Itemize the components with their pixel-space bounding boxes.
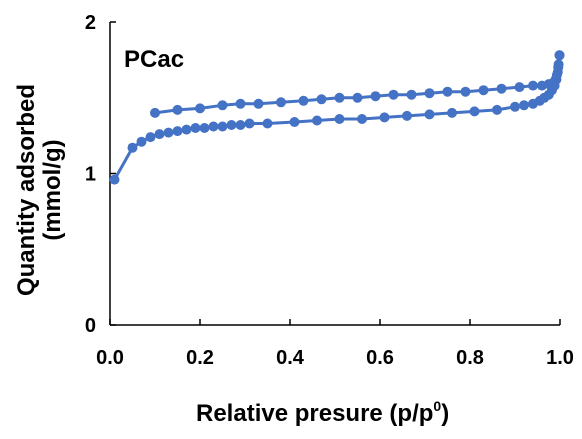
x-axis-title-close: ) — [441, 400, 449, 427]
data-point — [388, 89, 399, 100]
data-point — [496, 83, 507, 94]
data-point — [352, 92, 363, 103]
data-point — [208, 121, 219, 132]
data-point — [253, 98, 264, 109]
data-point — [478, 85, 489, 96]
data-point — [553, 62, 564, 73]
y-tick-label: 0 — [85, 315, 96, 337]
data-point — [554, 50, 565, 61]
data-point — [312, 115, 322, 126]
data-point — [190, 123, 201, 133]
data-point — [537, 80, 547, 91]
data-point — [109, 174, 120, 185]
data-point — [514, 82, 525, 93]
tick-marks — [109, 21, 561, 326]
data-point — [217, 100, 228, 111]
data-point — [127, 142, 138, 153]
annotation-label: PCac — [124, 46, 184, 73]
data-point — [316, 94, 327, 105]
data-point — [469, 106, 480, 117]
data-point — [510, 101, 520, 112]
data-point — [357, 114, 367, 124]
y-axis-title-line2: (mmol/g) — [39, 139, 66, 240]
data-point — [181, 124, 192, 135]
data-point — [226, 120, 237, 130]
data-point — [334, 114, 345, 124]
data-point — [334, 92, 345, 103]
data-point — [276, 97, 286, 108]
x-tick-label: 0.6 — [366, 347, 394, 369]
data-point — [172, 126, 183, 137]
data-point — [528, 80, 538, 91]
data-point — [262, 118, 273, 129]
data-point — [519, 100, 529, 111]
series-layer — [109, 50, 565, 185]
data-point — [163, 127, 174, 138]
data-point — [172, 104, 183, 115]
y-tick-label: 1 — [85, 164, 96, 186]
data-point — [235, 120, 246, 130]
y-axis-title-line1: Quantity adsorbed — [13, 84, 40, 296]
data-point — [235, 98, 246, 109]
data-point — [154, 129, 165, 140]
x-axis-title-main: Relative presure (p/p — [196, 400, 433, 427]
data-point — [406, 89, 417, 100]
data-point — [150, 107, 160, 118]
series-line — [154, 55, 561, 115]
y-tick-label: 2 — [85, 12, 96, 34]
x-tick-label: 0.2 — [186, 347, 214, 369]
data-point — [447, 107, 457, 118]
data-point — [195, 103, 205, 114]
tick-labels: 0.0 0.2 0.4 0.6 0.8 1.0 0 1 2 — [85, 12, 574, 369]
x-tick-label: 1.0 — [546, 347, 574, 369]
x-tick-label: 0.4 — [276, 347, 305, 369]
data-point — [298, 95, 309, 106]
data-point — [145, 132, 156, 143]
data-point — [442, 86, 453, 97]
series-desorption-branch — [150, 50, 565, 118]
y-axis-title: Quantity adsorbed (mmol/g) — [13, 84, 66, 296]
data-point — [370, 91, 381, 102]
x-axis-title-superscript: 0 — [433, 398, 441, 414]
data-point — [424, 109, 435, 120]
data-point — [217, 121, 228, 132]
x-tick-label: 0.0 — [96, 347, 124, 369]
data-point — [244, 118, 255, 129]
data-point — [289, 117, 300, 127]
x-tick-label: 0.8 — [456, 347, 484, 369]
series-adsorption-branch — [109, 50, 565, 185]
data-point — [199, 123, 210, 133]
x-axis-title: Relative presure (p/p0) — [196, 398, 449, 427]
data-point — [424, 88, 435, 99]
data-point — [379, 112, 390, 123]
data-point — [402, 110, 412, 121]
data-point — [492, 104, 502, 115]
data-point — [136, 136, 147, 147]
data-point — [460, 86, 471, 97]
